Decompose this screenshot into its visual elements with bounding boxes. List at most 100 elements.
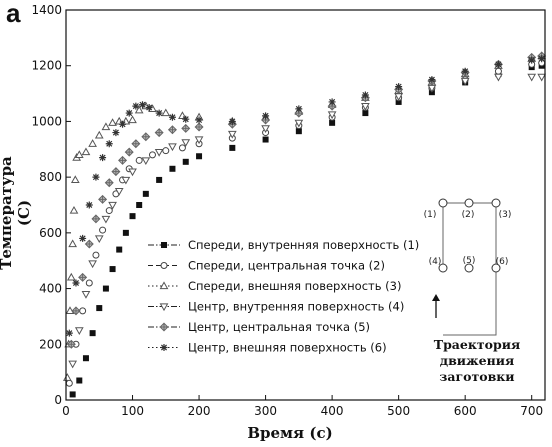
data-point xyxy=(182,158,189,165)
data-point xyxy=(125,109,133,117)
data-point xyxy=(92,251,100,259)
series-4 xyxy=(68,73,547,369)
data-point xyxy=(538,55,546,63)
data-point xyxy=(112,129,120,137)
inset-diagram: (1) (2) (3) (4) (5) (6) xyxy=(424,198,511,336)
data-point xyxy=(142,190,149,197)
data-point xyxy=(84,239,94,249)
x-axis-label: Время (с) xyxy=(247,424,333,442)
data-point xyxy=(295,105,303,113)
data-point xyxy=(99,154,107,162)
data-point xyxy=(141,132,151,142)
data-point xyxy=(91,214,101,224)
data-point xyxy=(105,140,113,148)
inset-point xyxy=(438,198,448,208)
data-point xyxy=(76,377,83,384)
data-point xyxy=(118,155,128,165)
data-point xyxy=(182,115,190,123)
legend-marker xyxy=(160,344,168,351)
data-point xyxy=(328,98,336,106)
legend-label: Спереди, центральная точка (2) xyxy=(188,259,385,273)
legend-label: Спереди, внутренняя поверхность (1) xyxy=(188,238,419,252)
y-tick-label: 600 xyxy=(39,226,62,240)
data-point xyxy=(88,260,97,269)
x-tick-label: 100 xyxy=(121,404,144,418)
data-point xyxy=(362,110,369,117)
data-point xyxy=(62,373,72,381)
data-point xyxy=(527,73,537,82)
legend: Спереди, внутренняя поверхность (1) Спере… xyxy=(148,238,419,355)
inset-label: (1) xyxy=(424,210,437,220)
x-tick-label: 600 xyxy=(454,404,477,418)
data-point xyxy=(196,153,203,160)
data-point xyxy=(79,234,87,242)
data-point xyxy=(114,187,124,196)
data-point xyxy=(395,83,403,91)
data-point xyxy=(66,339,76,349)
data-point xyxy=(178,144,186,152)
y-tick-label: 1000 xyxy=(31,114,62,128)
data-point xyxy=(181,123,191,133)
data-point xyxy=(261,125,270,134)
inset-caption-line2: движения заготовки xyxy=(439,353,515,384)
data-point xyxy=(81,147,91,156)
data-point xyxy=(155,109,163,117)
data-point xyxy=(116,246,123,253)
legend-marker xyxy=(161,242,167,248)
data-point xyxy=(69,391,76,398)
inset-label: (2) xyxy=(462,210,475,220)
data-point xyxy=(124,147,134,157)
data-point xyxy=(98,194,108,204)
data-point xyxy=(294,119,304,128)
data-point xyxy=(136,202,143,208)
data-point xyxy=(108,118,117,126)
legend-marker xyxy=(160,262,168,269)
data-point xyxy=(65,329,73,337)
data-point xyxy=(74,150,84,158)
data-point xyxy=(227,130,237,139)
data-point xyxy=(537,73,547,82)
data-point xyxy=(361,91,369,99)
data-point xyxy=(85,279,93,287)
data-point xyxy=(65,379,73,387)
data-point xyxy=(169,165,176,172)
data-point xyxy=(101,215,111,224)
data-point xyxy=(88,139,97,147)
x-tick-label: 400 xyxy=(321,404,344,418)
inset-caption: Траектория движения заготовки xyxy=(402,337,552,385)
x-tick-label: 500 xyxy=(387,404,410,418)
data-point xyxy=(194,136,204,145)
series-5 xyxy=(66,51,547,349)
data-point xyxy=(119,120,127,128)
plot-frame xyxy=(65,9,546,401)
data-point xyxy=(262,136,269,143)
legend-label: Центр, внешняя поверхность (6) xyxy=(188,341,387,355)
data-point xyxy=(229,144,236,151)
data-point xyxy=(101,122,111,131)
data-point xyxy=(82,355,89,362)
data-point xyxy=(70,175,80,184)
data-point xyxy=(228,117,236,125)
data-point xyxy=(128,115,137,124)
data-point xyxy=(94,130,104,139)
inset-point xyxy=(438,263,448,273)
data-point xyxy=(99,226,107,234)
data-point xyxy=(134,105,144,114)
data-point xyxy=(494,73,503,82)
data-point xyxy=(69,205,79,214)
data-point xyxy=(72,279,80,287)
data-point xyxy=(131,139,141,149)
inset-point xyxy=(464,198,474,208)
inset-label: (5) xyxy=(463,256,476,266)
y-tick-label: 1400 xyxy=(31,3,62,17)
y-tick-label: 400 xyxy=(39,282,62,296)
data-point xyxy=(85,201,93,209)
data-point xyxy=(145,104,153,111)
data-point xyxy=(108,201,117,210)
data-point xyxy=(494,60,502,68)
data-point xyxy=(94,235,104,244)
data-point xyxy=(361,103,370,111)
data-point xyxy=(262,112,270,120)
data-point xyxy=(109,266,116,273)
